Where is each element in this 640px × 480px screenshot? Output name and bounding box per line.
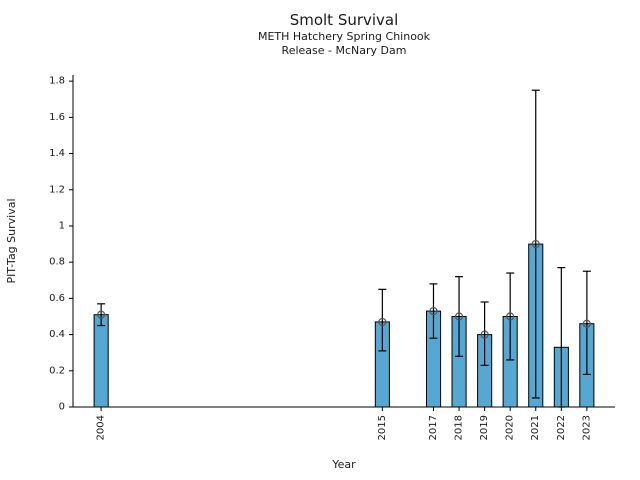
chart-subtitle-line1: METH Hatchery Spring Chinook xyxy=(258,30,431,43)
y-axis-title: PIT-Tag Survival xyxy=(5,198,18,283)
x-axis-title: Year xyxy=(331,458,356,471)
point-marker-2023 xyxy=(582,319,591,328)
y-tick-label-0.6: 0.6 xyxy=(49,293,65,304)
x-tick-label-2018: 2018 xyxy=(454,415,465,440)
y-tick-label-1.4: 1.4 xyxy=(49,148,65,159)
y-tick-label-1.2: 1.2 xyxy=(49,184,65,195)
point-marker-2017 xyxy=(429,306,438,316)
point-marker-2019 xyxy=(480,330,489,339)
x-tick-label-2020: 2020 xyxy=(505,415,516,440)
x-tick-label-2019: 2019 xyxy=(479,415,490,440)
x-tick-label-2004: 2004 xyxy=(96,415,107,440)
y-tick-label-1.6: 1.6 xyxy=(49,112,65,123)
x-tick-label-2015: 2015 xyxy=(377,415,388,440)
y-tick-label-1.8: 1.8 xyxy=(49,76,65,87)
x-tick-label-2021: 2021 xyxy=(530,415,541,440)
chart-title: Smolt Survival xyxy=(290,11,399,29)
point-marker-2021 xyxy=(531,239,540,249)
x-tick-label-2022: 2022 xyxy=(556,415,567,440)
y-tick-label-1: 1 xyxy=(59,220,65,231)
point-marker-2020 xyxy=(506,312,515,321)
point-marker-2015 xyxy=(378,317,387,327)
y-tick-label-0: 0 xyxy=(59,402,65,413)
y-tick-label-0.8: 0.8 xyxy=(49,257,65,268)
y-tick-label-0.2: 0.2 xyxy=(49,365,65,376)
x-tick-label-2023: 2023 xyxy=(581,415,592,440)
plot-area: 0 0.2 0.4 0.6 0.8 1 1.2 1.4 1.6 1.8 2004 2015 2017 20… xyxy=(49,75,615,440)
chart-subtitle-line2: Release - McNary Dam xyxy=(282,44,407,57)
bar-2004 xyxy=(93,314,109,408)
point-marker-2004 xyxy=(97,310,106,319)
y-tick-label-0.4: 0.4 xyxy=(49,329,65,340)
x-tick-label-2017: 2017 xyxy=(428,415,439,440)
point-marker-2018 xyxy=(454,312,464,321)
